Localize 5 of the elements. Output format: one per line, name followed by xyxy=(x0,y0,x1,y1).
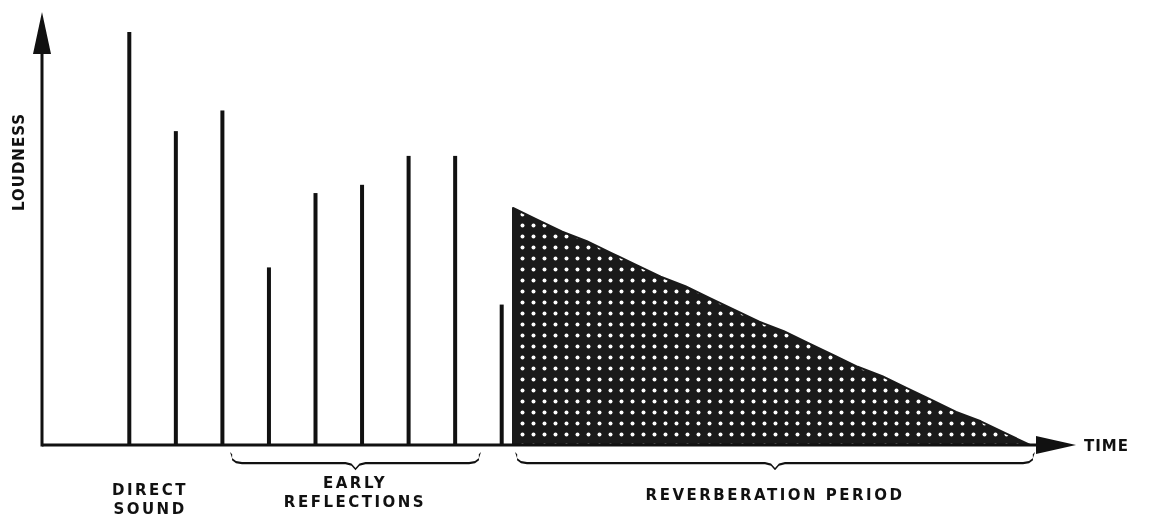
text: REVERBERATION PERIOD xyxy=(645,486,905,504)
text: EARLY REFLECTIONS xyxy=(283,474,427,511)
x-axis-title: TIME xyxy=(1084,437,1129,455)
y-axis-title: LOUDNESS xyxy=(10,112,28,212)
text: DIRECT SOUND xyxy=(111,481,189,518)
